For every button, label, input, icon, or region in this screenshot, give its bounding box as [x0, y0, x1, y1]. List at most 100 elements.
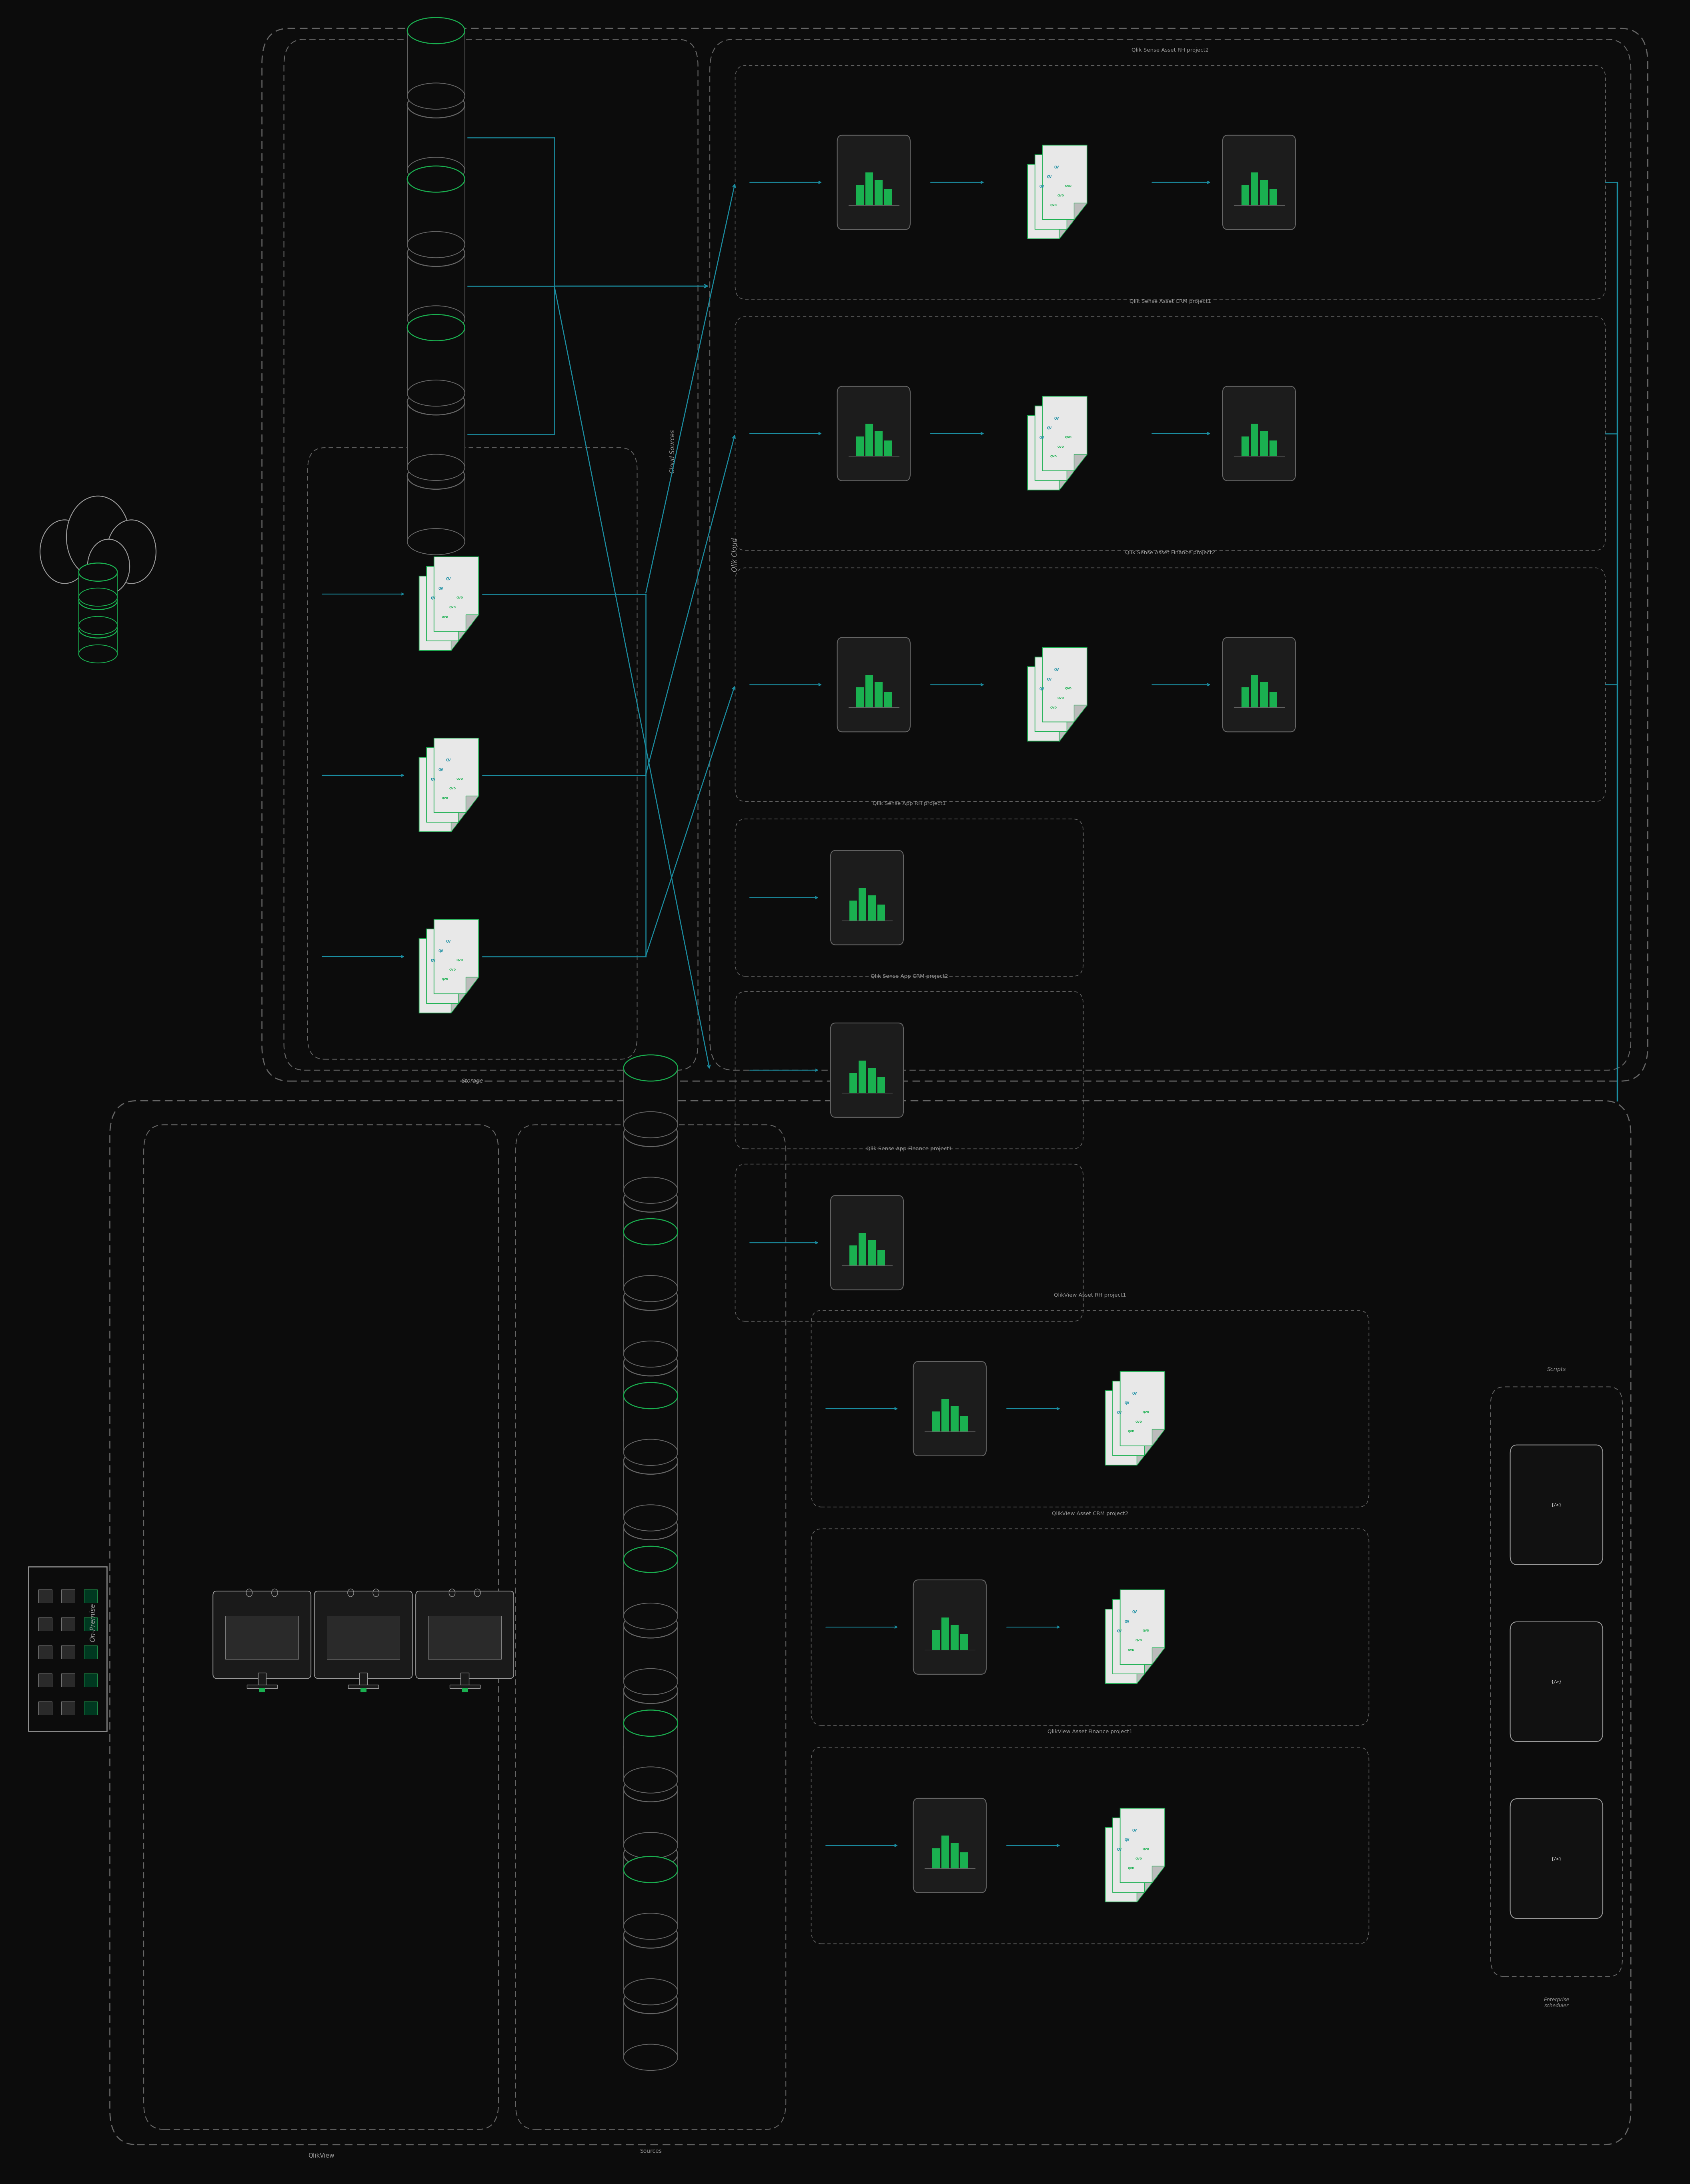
Bar [39, 1673, 52, 1686]
PathPatch shape [1112, 1380, 1158, 1455]
Bar [61, 1701, 74, 1714]
Bar [941, 1400, 950, 1431]
PathPatch shape [434, 557, 478, 631]
Ellipse shape [624, 1275, 678, 1302]
Text: QV: QV [1132, 1828, 1137, 1832]
Ellipse shape [79, 587, 117, 607]
Polygon shape [407, 179, 465, 245]
Ellipse shape [624, 1832, 678, 1859]
Bar [877, 1249, 886, 1265]
Polygon shape [624, 1068, 678, 1125]
Polygon shape [624, 1935, 678, 1992]
Text: QV: QV [1124, 1402, 1129, 1404]
Circle shape [106, 520, 155, 583]
Bar [877, 1077, 886, 1092]
Bar [39, 1645, 52, 1660]
Ellipse shape [624, 1055, 678, 1081]
Bar [960, 1852, 968, 1867]
Text: QV: QV [1055, 166, 1060, 170]
Text: QVD: QVD [456, 596, 463, 598]
Bar [39, 1701, 52, 1714]
Bar [960, 1415, 968, 1431]
Text: Sources: Sources [641, 2149, 661, 2153]
FancyBboxPatch shape [913, 1797, 987, 1894]
Ellipse shape [624, 1120, 678, 1147]
Bar [933, 1629, 940, 1649]
Ellipse shape [407, 240, 465, 266]
Bar [877, 904, 886, 919]
Bar [1269, 692, 1278, 708]
Text: Qlik Sense Asset RH project2: Qlik Sense Asset RH project2 [1132, 48, 1208, 52]
Bar [951, 1843, 958, 1867]
Text: QVD: QVD [441, 978, 448, 981]
Ellipse shape [407, 529, 465, 555]
Bar [850, 1245, 857, 1265]
Ellipse shape [624, 2044, 678, 2070]
Bar [884, 190, 892, 205]
PathPatch shape [1075, 705, 1087, 723]
Text: {/>}: {/>} [1551, 1679, 1562, 1684]
Bar [933, 1848, 940, 1867]
Ellipse shape [624, 1570, 678, 1597]
Bar [865, 424, 874, 456]
Bar [84, 1673, 98, 1686]
Bar [850, 900, 857, 919]
Ellipse shape [624, 1979, 678, 2005]
Polygon shape [79, 629, 117, 653]
Polygon shape [407, 179, 465, 245]
Text: QlikView: QlikView [308, 2153, 335, 2158]
PathPatch shape [426, 747, 472, 821]
PathPatch shape [1066, 714, 1080, 732]
Text: Qlik Sense App Finance project1: Qlik Sense App Finance project1 [867, 1147, 951, 1151]
Polygon shape [407, 328, 465, 393]
Text: QV: QV [446, 939, 451, 943]
Bar [869, 1068, 875, 1092]
Text: QVD: QVD [1142, 1411, 1149, 1413]
FancyBboxPatch shape [1222, 638, 1296, 732]
PathPatch shape [419, 758, 463, 832]
PathPatch shape [1066, 212, 1080, 229]
Bar [884, 441, 892, 456]
Bar [1269, 190, 1278, 205]
Circle shape [88, 539, 130, 594]
Text: QV: QV [438, 587, 443, 590]
Ellipse shape [624, 1898, 678, 1924]
Bar [1242, 688, 1249, 708]
Ellipse shape [79, 592, 117, 609]
Text: QVD: QVD [1142, 1629, 1149, 1631]
Ellipse shape [624, 1382, 678, 1409]
FancyBboxPatch shape [1222, 135, 1296, 229]
PathPatch shape [1120, 1808, 1164, 1883]
Ellipse shape [79, 563, 117, 581]
FancyBboxPatch shape [837, 638, 911, 732]
Bar [875, 430, 882, 456]
Text: QVD: QVD [1058, 194, 1065, 197]
Text: QVD: QVD [1136, 1640, 1142, 1642]
Text: QVD: QVD [1142, 1848, 1149, 1850]
PathPatch shape [426, 928, 472, 1002]
Polygon shape [624, 1723, 678, 1780]
Polygon shape [624, 1133, 678, 1190]
Bar [461, 1688, 468, 1693]
PathPatch shape [451, 633, 463, 651]
Circle shape [41, 520, 90, 583]
Bar [259, 1673, 265, 1686]
Bar [61, 1618, 74, 1631]
Bar [850, 1072, 857, 1092]
Ellipse shape [624, 1546, 678, 1572]
Ellipse shape [624, 1776, 678, 1802]
Polygon shape [624, 1625, 678, 1682]
Text: {/>}: {/>} [1551, 1503, 1562, 1507]
PathPatch shape [1028, 415, 1071, 489]
Bar [84, 1645, 98, 1660]
Text: QlikView Asset CRM project2: QlikView Asset CRM project2 [1051, 1511, 1129, 1516]
PathPatch shape [458, 987, 472, 1002]
Ellipse shape [407, 17, 465, 44]
PathPatch shape [1034, 406, 1080, 480]
Text: Enterprise
scheduler: Enterprise scheduler [1543, 1996, 1570, 2009]
Polygon shape [624, 1232, 678, 1289]
Bar [61, 1590, 74, 1603]
Text: QV: QV [1046, 677, 1051, 681]
PathPatch shape [1151, 1865, 1164, 1883]
Text: QV: QV [1117, 1629, 1122, 1634]
